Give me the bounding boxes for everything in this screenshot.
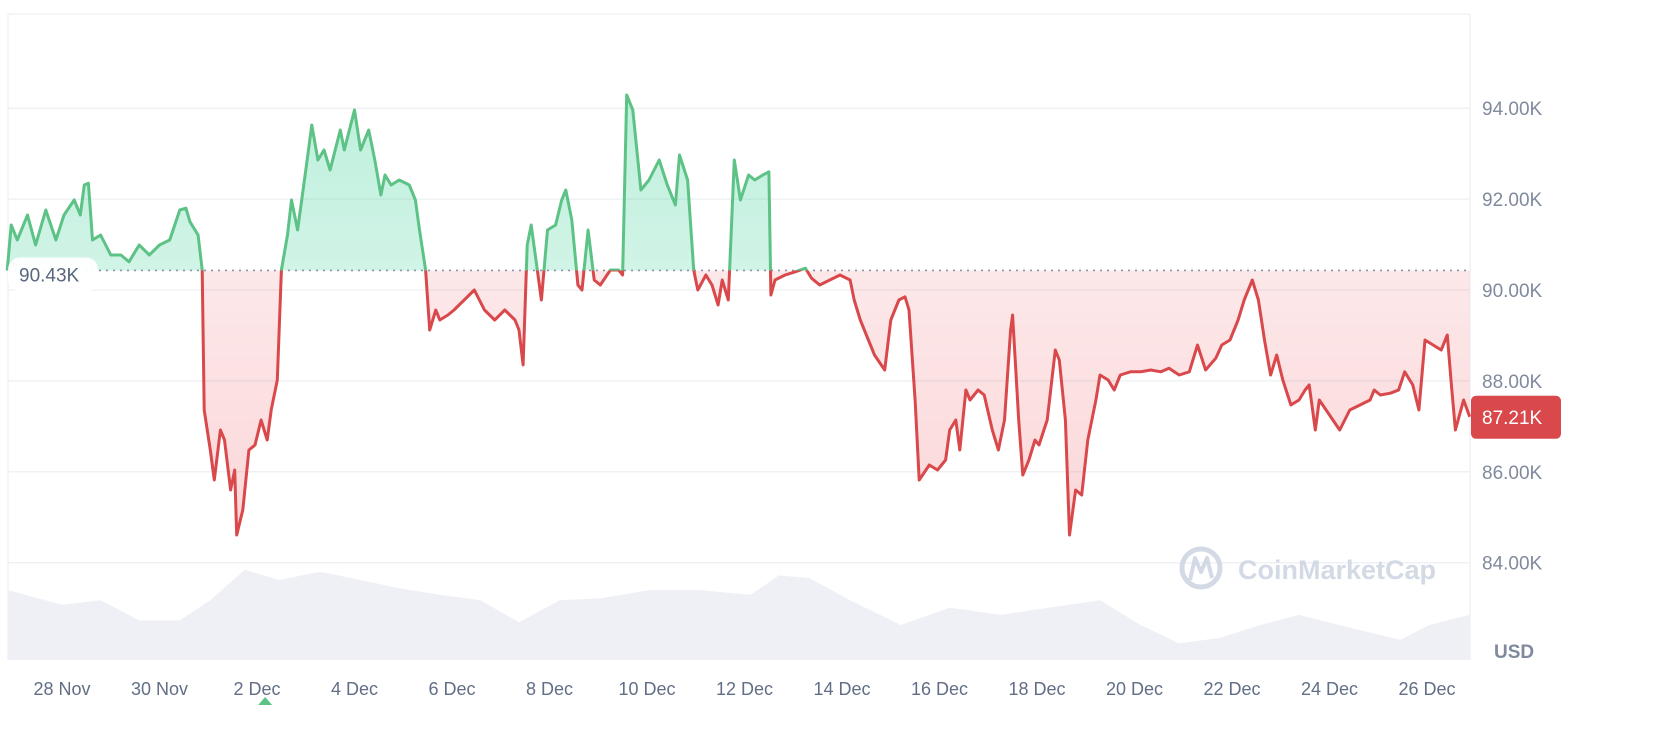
watermark-text: CoinMarketCap — [1238, 555, 1436, 585]
x-tick-label: 28 Nov — [33, 679, 90, 699]
x-tick-label: 12 Dec — [716, 679, 773, 699]
y-tick-label: 92.00K — [1482, 190, 1543, 211]
coinmarketcap-watermark: CoinMarketCap — [1179, 546, 1436, 590]
x-tick-label: 4 Dec — [331, 679, 378, 699]
y-tick-label: 94.00K — [1482, 99, 1543, 120]
svg-text:90.43K: 90.43K — [19, 265, 80, 286]
current-price-label: 87.21K — [1471, 395, 1561, 439]
x-tick-label: 22 Dec — [1203, 679, 1260, 699]
event-marker-triangle-icon[interactable] — [258, 697, 273, 705]
y-tick-label: 84.00K — [1482, 554, 1543, 575]
x-tick-label: 18 Dec — [1008, 679, 1065, 699]
x-tick-label: 10 Dec — [618, 679, 675, 699]
x-tick-label: 20 Dec — [1106, 679, 1163, 699]
x-tick-label: 24 Dec — [1301, 679, 1358, 699]
area-below-baseline — [7, 270, 1470, 535]
y-axis: 84.00K 86.00K 88.00K 90.00K 92.00K 94.00K — [1482, 99, 1543, 575]
x-tick-label: 2 Dec — [233, 679, 280, 699]
x-axis: 28 Nov 30 Nov 2 Dec 4 Dec 6 Dec 8 Dec 10 Dec 12… — [33, 679, 1455, 699]
x-tick-label: 6 Dec — [428, 679, 475, 699]
baseline-label: 90.43K — [8, 257, 98, 292]
y-tick-label: 86.00K — [1482, 463, 1543, 484]
currency-label: USD — [1494, 642, 1534, 663]
x-tick-label: 30 Nov — [131, 679, 188, 699]
coinmarketcap-logo-icon — [1179, 546, 1223, 590]
x-tick-label: 16 Dec — [911, 679, 968, 699]
x-tick-label: 26 Dec — [1398, 679, 1455, 699]
svg-text:87.21K: 87.21K — [1482, 408, 1543, 429]
x-tick-label: 8 Dec — [526, 679, 573, 699]
x-tick-label: 14 Dec — [813, 679, 870, 699]
price-line-down — [6, 270, 1472, 537]
y-tick-label: 90.00K — [1482, 281, 1543, 302]
y-tick-label: 88.00K — [1482, 372, 1543, 393]
volume-area — [8, 569, 1470, 660]
